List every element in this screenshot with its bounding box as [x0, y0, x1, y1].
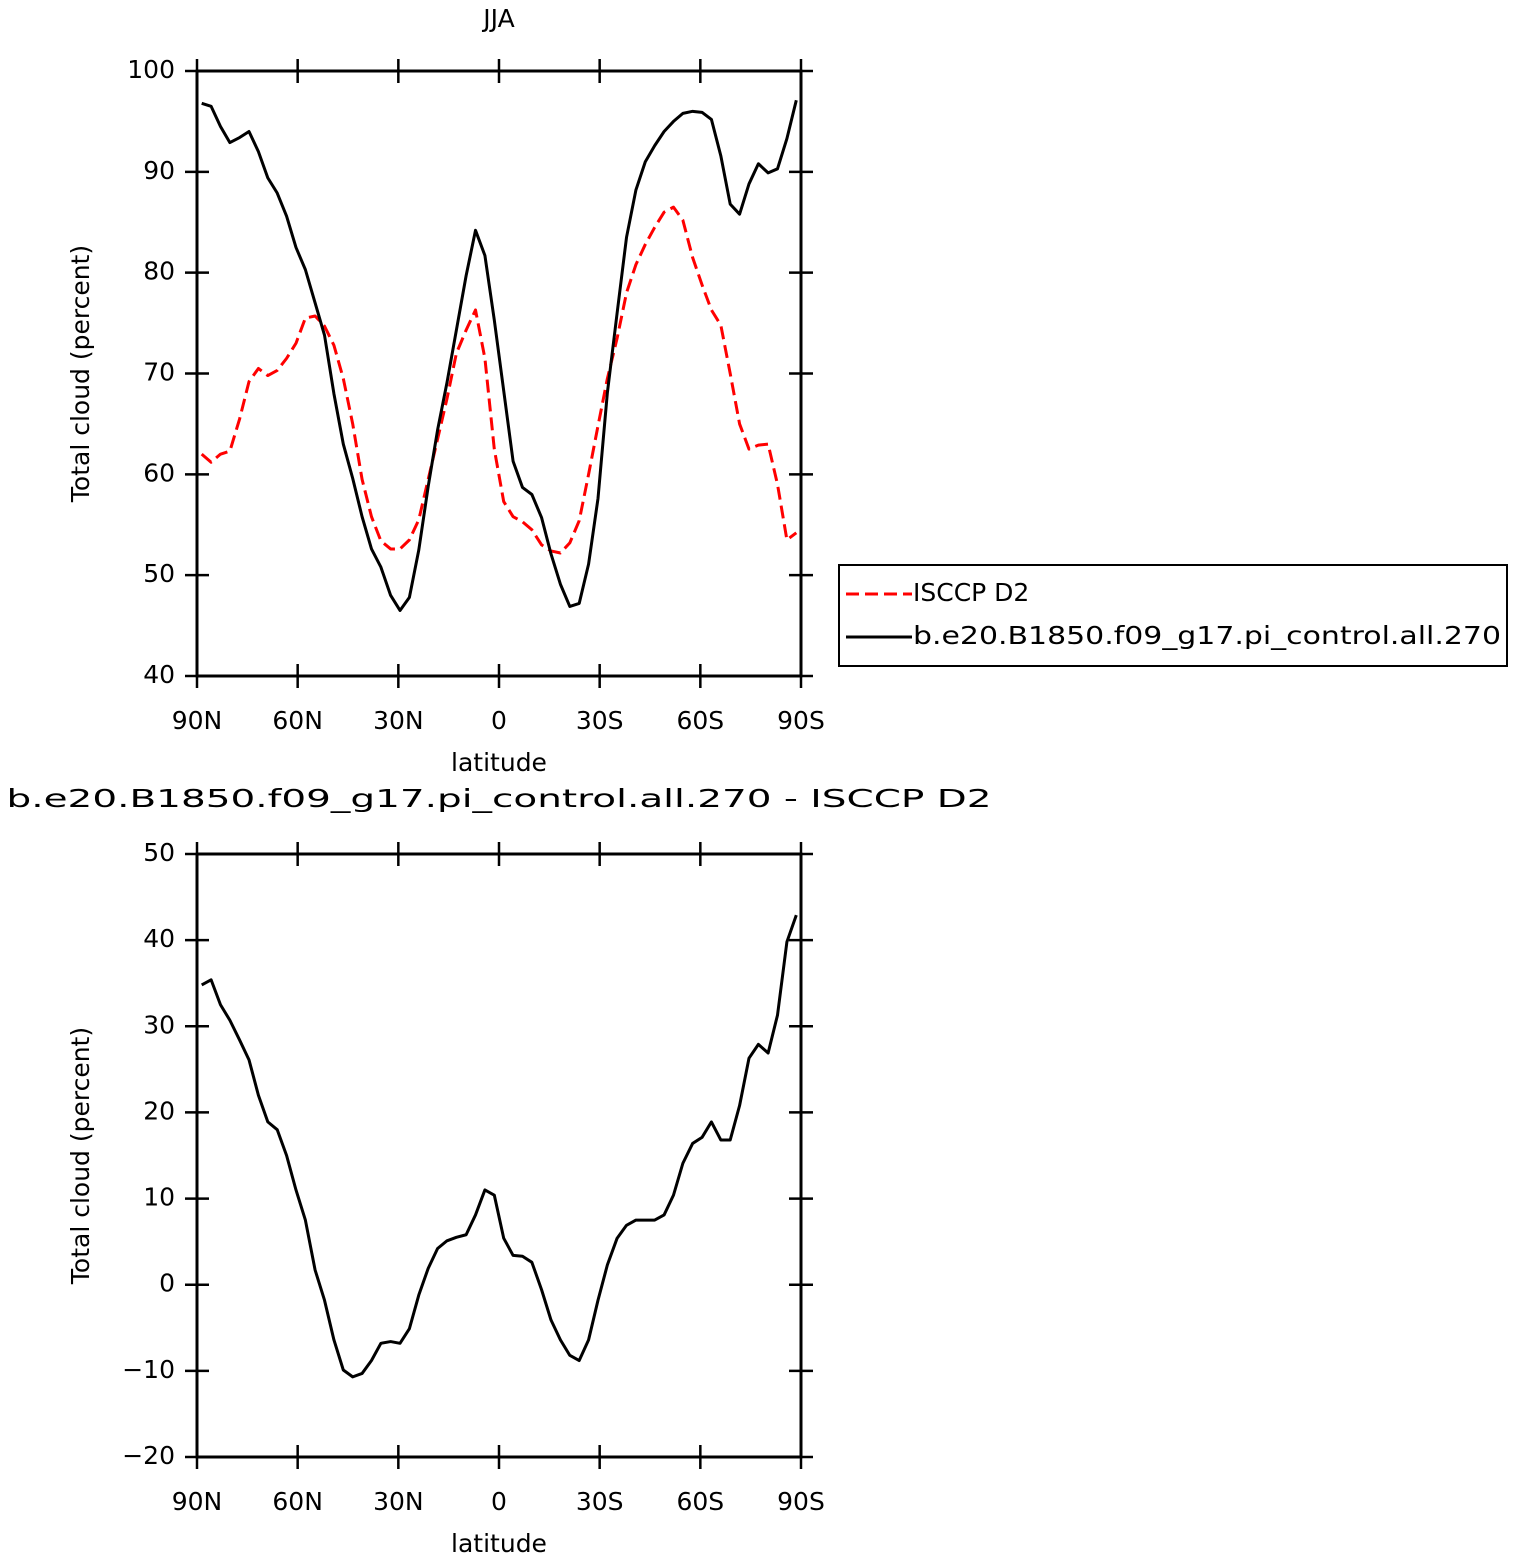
- x-axis-label: latitude: [451, 1529, 547, 1558]
- y-tick-label: 40: [143, 924, 175, 953]
- x-tick-label: 90N: [172, 1487, 223, 1516]
- y-tick-label: 50: [143, 838, 175, 867]
- x-tick-label: 30N: [373, 706, 424, 735]
- x-tick-label: 0: [491, 1487, 507, 1516]
- series-line: [200, 914, 798, 1379]
- chart-title: JJA: [481, 4, 514, 33]
- y-tick-label: −20: [122, 1441, 175, 1470]
- y-tick-label: 0: [159, 1269, 175, 1298]
- series-line: [200, 205, 798, 555]
- y-axis-label: Total cloud (percent): [66, 245, 95, 503]
- y-tick-label: −10: [122, 1355, 175, 1384]
- y-tick-label: 10: [143, 1183, 175, 1212]
- x-tick-label: 60S: [676, 1487, 724, 1516]
- x-tick-label: 30S: [576, 706, 624, 735]
- y-tick-label: 40: [143, 660, 175, 689]
- chart-title: b.e20.B1850.f09_g17.pi_control.all.270 -…: [7, 784, 992, 813]
- x-tick-label: 90S: [777, 706, 825, 735]
- y-tick-label: 60: [143, 458, 175, 487]
- legend-box: [838, 564, 1508, 667]
- x-tick-label: 90N: [172, 706, 223, 735]
- plot-frame: [195, 852, 803, 1459]
- legend-label: ISCCP D2: [913, 578, 1029, 607]
- plot-frame: [195, 69, 803, 678]
- y-tick-label: 80: [143, 257, 175, 286]
- y-tick-label: 70: [143, 358, 175, 387]
- y-tick-label: 90: [143, 156, 175, 185]
- x-tick-label: 0: [491, 706, 507, 735]
- x-tick-label: 30S: [576, 1487, 624, 1516]
- y-axis-label: Total cloud (percent): [66, 1027, 95, 1285]
- legend-label: b.e20.B1850.f09_g17.pi_control.all.270: [913, 621, 1501, 650]
- x-tick-label: 90S: [777, 1487, 825, 1516]
- y-tick-label: 100: [127, 55, 175, 84]
- x-tick-label: 60N: [272, 1487, 323, 1516]
- series-line: [201, 99, 798, 612]
- x-tick-label: 60S: [676, 706, 724, 735]
- x-axis-label: latitude: [451, 748, 547, 777]
- y-tick-label: 50: [143, 559, 175, 588]
- y-tick-label: 30: [143, 1010, 175, 1039]
- x-tick-label: 60N: [272, 706, 323, 735]
- x-tick-label: 30N: [373, 1487, 424, 1516]
- y-tick-label: 20: [143, 1096, 175, 1125]
